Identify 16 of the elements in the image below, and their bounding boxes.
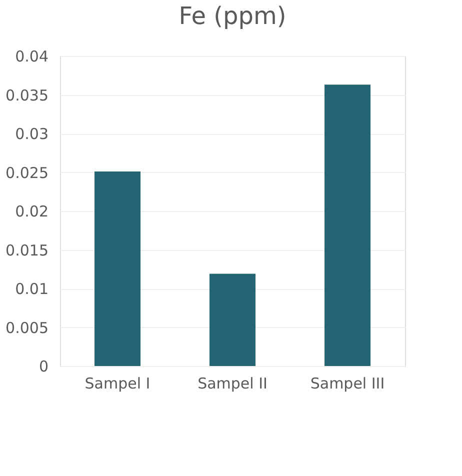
y-tick-label: 0.035 [6, 86, 48, 104]
bar [210, 274, 256, 366]
y-tick-label: 0.015 [6, 241, 48, 260]
x-tick-label: Sampel II [198, 374, 268, 392]
y-tick-label: 0 [38, 358, 48, 376]
x-tick-label: Sampel III [310, 374, 385, 392]
bar [94, 171, 140, 366]
x-tick-label: Sampel I [84, 374, 150, 392]
chart-title: Fe (ppm) [178, 2, 286, 30]
bar [324, 84, 370, 366]
y-tick-label: 0.04 [15, 48, 48, 66]
y-tick-label: 0.025 [6, 164, 48, 182]
y-tick-label: 0.005 [6, 318, 48, 337]
y-tick-label: 0.01 [15, 280, 48, 298]
y-tick-label: 0.02 [15, 202, 48, 220]
y-tick-label: 0.03 [15, 125, 48, 143]
